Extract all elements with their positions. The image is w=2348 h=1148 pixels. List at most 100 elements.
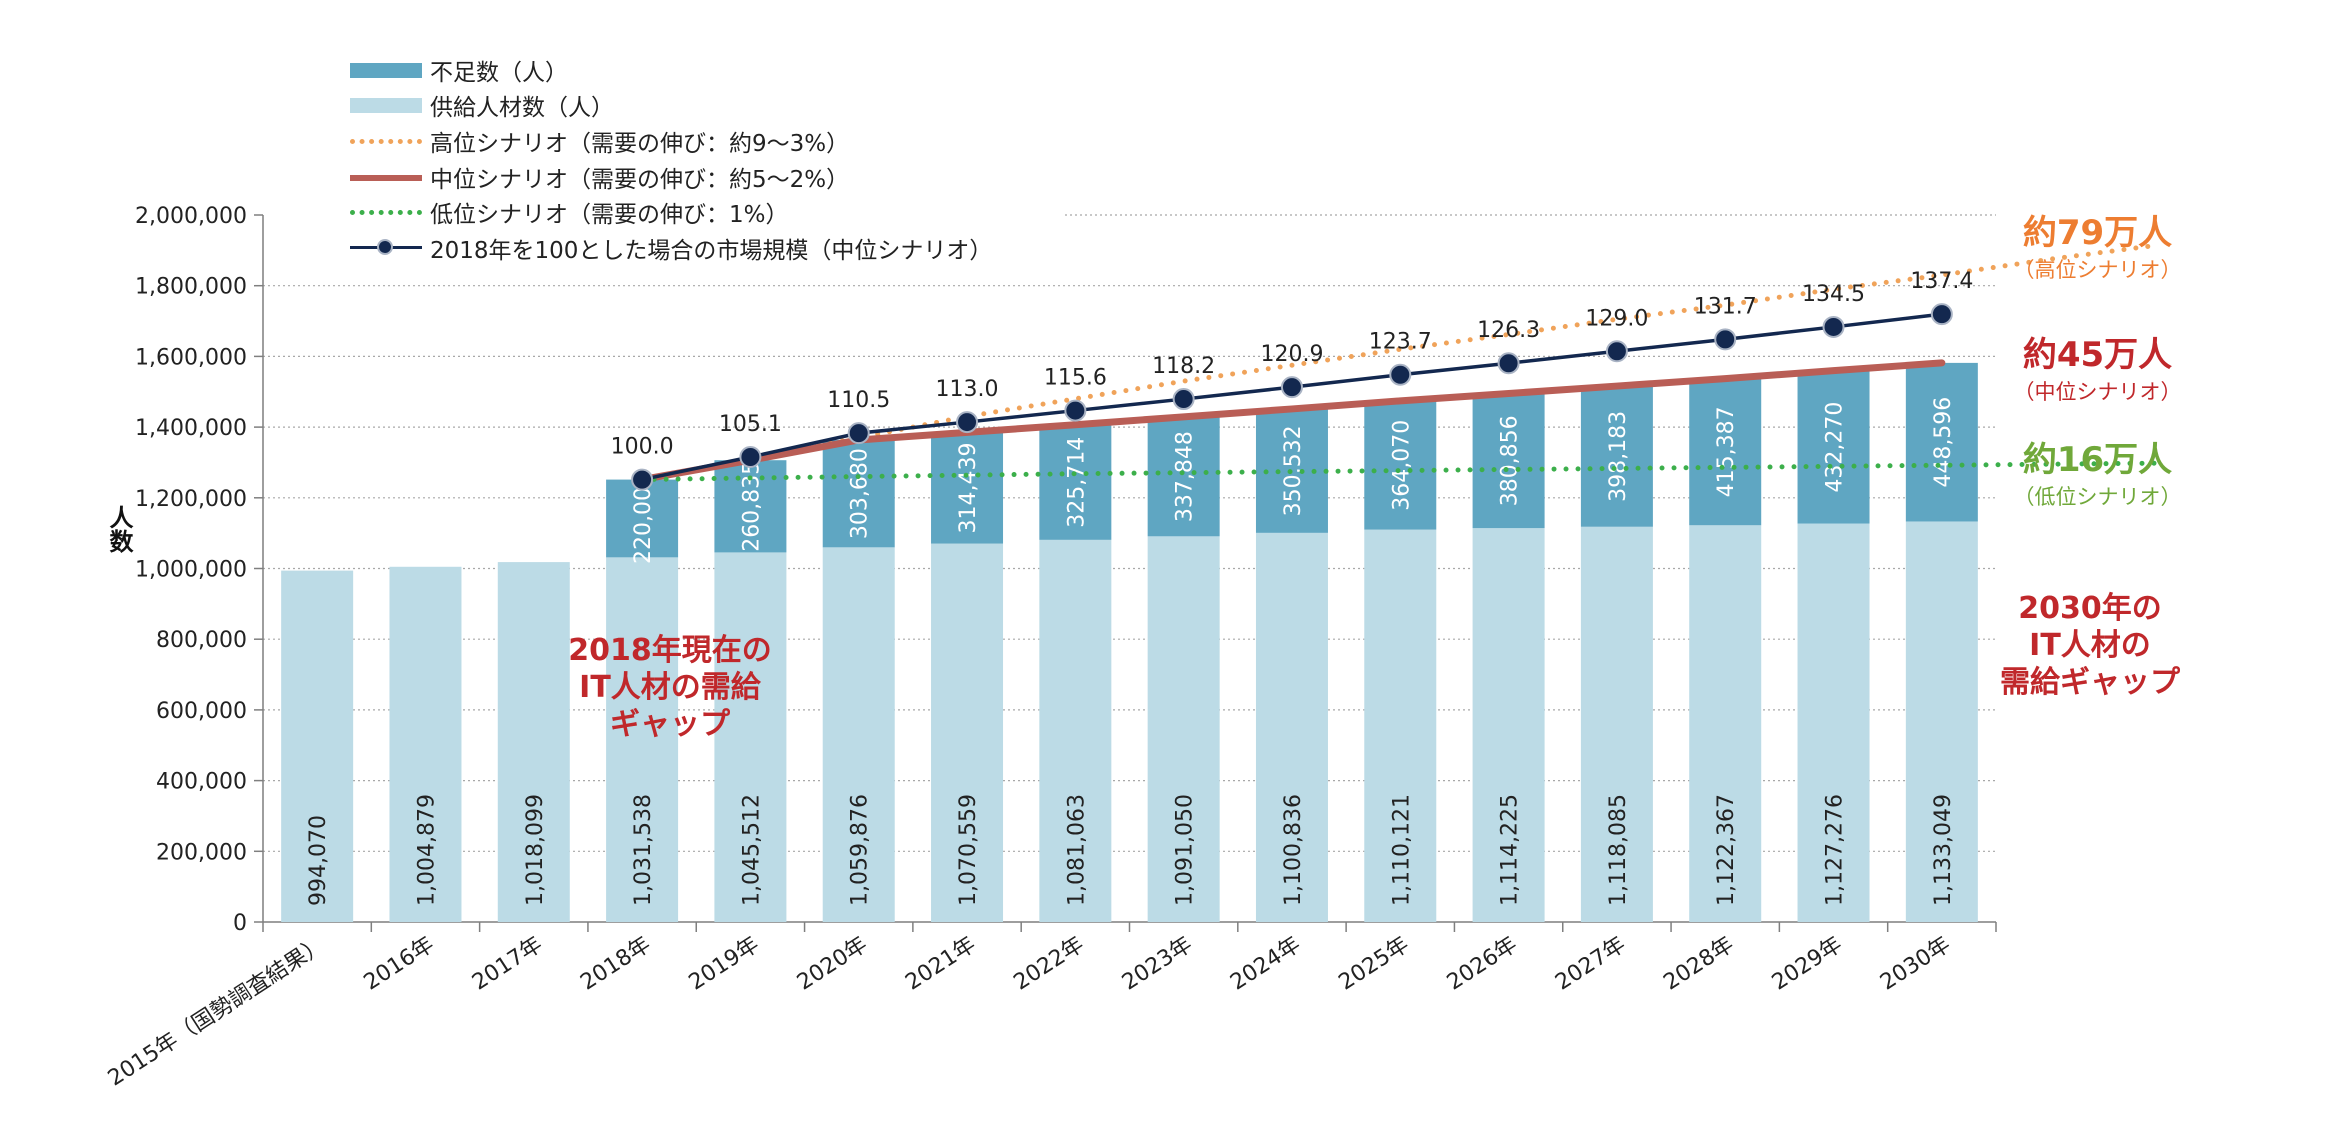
bar-supply bbox=[1039, 539, 1112, 922]
market-index-label: 126.3 bbox=[1477, 318, 1540, 343]
market-index-label: 137.4 bbox=[1910, 269, 1973, 294]
market-index-marker bbox=[1064, 399, 1087, 422]
legend-label-supply: 供給人材数（人） bbox=[430, 95, 614, 122]
annotation-mid-value: 約45万人 bbox=[2022, 335, 2173, 375]
data-label-shortage: 398,183 bbox=[1606, 411, 1631, 502]
annotation-high-scenario: 約79万人 （高位シナリオ） bbox=[2000, 205, 2195, 284]
y-tick-label: 1,600,000 bbox=[135, 345, 247, 370]
bar-supply bbox=[1905, 521, 1978, 922]
annotation-low-scenario: 約16万人 （低位シナリオ） bbox=[2000, 432, 2195, 511]
bar-supply bbox=[497, 562, 570, 922]
bar-supply bbox=[1797, 523, 1870, 922]
legend-swatch-mid bbox=[350, 174, 422, 181]
bar-supply bbox=[822, 547, 895, 922]
data-label-supply: 1,110,121 bbox=[1389, 794, 1414, 906]
y-tick-label: 400,000 bbox=[156, 770, 247, 795]
data-label-supply: 1,004,879 bbox=[414, 794, 439, 906]
annotation-low-value: 約16万人 bbox=[2022, 440, 2173, 480]
x-tick-label: 2027年 bbox=[1551, 932, 1630, 995]
x-tick-label: 2019年 bbox=[685, 932, 764, 995]
market-index-label: 113.0 bbox=[936, 377, 999, 402]
market-index-label: 129.0 bbox=[1585, 306, 1648, 331]
market-index-marker bbox=[1714, 328, 1737, 351]
data-label-supply: 1,114,225 bbox=[1498, 794, 1523, 906]
data-label-supply: 1,045,512 bbox=[739, 794, 764, 906]
bar-shortage bbox=[1147, 416, 1220, 537]
bar-shortage bbox=[1580, 385, 1653, 527]
data-label-supply: 1,100,836 bbox=[1281, 794, 1306, 906]
x-tick-label: 2023年 bbox=[1118, 932, 1197, 995]
annotation-mid-scenario: 約45万人 （中位シナリオ） bbox=[2000, 327, 2195, 406]
market-index-label: 123.7 bbox=[1369, 330, 1432, 355]
legend-swatch-low bbox=[350, 210, 422, 216]
data-label-supply: 994,070 bbox=[306, 815, 331, 906]
bar-supply bbox=[1364, 529, 1437, 922]
y-tick-label: 1,000,000 bbox=[135, 558, 247, 583]
x-tick-label: 2017年 bbox=[468, 932, 547, 995]
chart-legend: 不足数（人） 供給人材数（人） 高位シナリオ（需要の伸び：約9～3%） 中位シナ… bbox=[350, 52, 992, 266]
market-index-label: 115.6 bbox=[1044, 366, 1107, 391]
legend-label-high: 高位シナリオ（需要の伸び：約9～3%） bbox=[430, 130, 850, 157]
data-label-supply: 1,070,559 bbox=[956, 794, 981, 906]
y-tick-label: 200,000 bbox=[156, 840, 247, 865]
data-label-shortage: 303,680 bbox=[848, 448, 873, 539]
market-index-label: 134.5 bbox=[1802, 282, 1865, 307]
bar-supply bbox=[1580, 526, 1653, 922]
data-label-shortage: 325,714 bbox=[1064, 437, 1089, 528]
annotation-gap-2030: 2030年の IT人材の 需給ギャップ bbox=[1975, 590, 2205, 701]
bar-supply bbox=[1472, 528, 1545, 922]
legend-item-shortage: 不足数（人） bbox=[350, 52, 992, 88]
data-label-shortage: 337,848 bbox=[1173, 431, 1198, 522]
legend-item-low-scenario: 低位シナリオ（需要の伸び：1%） bbox=[350, 194, 992, 230]
gap-2030-line-3: 需給ギャップ bbox=[2000, 665, 2180, 700]
x-tick-label: 2029年 bbox=[1768, 932, 1847, 995]
market-index-marker bbox=[1605, 340, 1628, 363]
legend-item-supply: 供給人材数（人） bbox=[350, 88, 992, 124]
x-tick-label: 2030年 bbox=[1876, 932, 1955, 995]
data-label-shortage: 432,270 bbox=[1823, 402, 1848, 493]
x-tick-label: 2025年 bbox=[1335, 932, 1414, 995]
market-index-marker bbox=[1930, 303, 1953, 326]
data-label-supply: 1,059,876 bbox=[848, 794, 873, 906]
legend-swatch-high bbox=[350, 138, 422, 144]
bar-shortage bbox=[606, 479, 679, 558]
data-label-supply: 1,081,063 bbox=[1064, 794, 1089, 906]
bar-shortage bbox=[1364, 400, 1437, 530]
data-label-supply: 1,127,276 bbox=[1823, 794, 1848, 906]
gap-2030-line-2: IT人材の bbox=[2029, 628, 2151, 663]
annotation-gap-2018: 2018年現在の IT人材の需給 ギャップ bbox=[530, 632, 810, 743]
x-tick-label: 2016年 bbox=[360, 932, 439, 995]
market-index-marker bbox=[1172, 388, 1195, 411]
bar-shortage bbox=[1689, 378, 1762, 526]
y-tick-label: 1,400,000 bbox=[135, 416, 247, 441]
y-tick-label: 2,000,000 bbox=[135, 204, 247, 229]
y-axis-title: 人数 bbox=[105, 505, 133, 553]
bar-shortage bbox=[822, 439, 895, 548]
annotation-low-caption: （低位シナリオ） bbox=[2013, 485, 2182, 509]
market-index-marker bbox=[631, 468, 654, 491]
y-tick-label: 1,800,000 bbox=[135, 275, 247, 300]
gap-2018-line-3: ギャップ bbox=[610, 707, 730, 742]
data-label-shortage: 260,835 bbox=[739, 461, 764, 552]
legend-label-market: 2018年を100とした場合の市場規模（中位シナリオ） bbox=[430, 237, 993, 264]
bar-supply bbox=[1255, 532, 1328, 922]
gap-2018-line-2: IT人材の需給 bbox=[579, 670, 761, 705]
x-tick-label: 2022年 bbox=[1010, 932, 1089, 995]
data-label-supply: 1,133,049 bbox=[1931, 794, 1956, 906]
data-label-shortage: 314,439 bbox=[956, 442, 981, 533]
data-label-supply: 1,031,538 bbox=[631, 794, 656, 906]
market-index-marker bbox=[739, 446, 762, 469]
data-label-shortage: 448,596 bbox=[1931, 397, 1956, 488]
bar-shortage bbox=[1905, 362, 1978, 522]
x-tick-label: 2024年 bbox=[1226, 932, 1305, 995]
market-index-marker bbox=[1389, 363, 1412, 386]
x-tick-label: 2026年 bbox=[1443, 932, 1522, 995]
data-label-supply: 1,018,099 bbox=[523, 794, 548, 906]
legend-swatch-shortage bbox=[350, 62, 422, 78]
x-tick-label: 2020年 bbox=[793, 932, 872, 995]
bar-shortage bbox=[1797, 370, 1870, 524]
data-label-supply: 1,118,085 bbox=[1606, 794, 1631, 906]
line-high-scenario bbox=[639, 242, 2161, 483]
bar-supply bbox=[931, 543, 1004, 922]
